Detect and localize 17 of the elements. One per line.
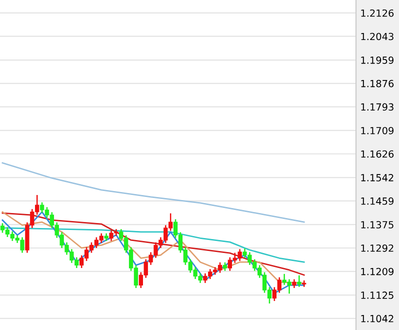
y-tick-label: 1.1876 xyxy=(361,80,394,88)
y-tick-label: 1.1626 xyxy=(361,150,394,158)
y-tick-label: 1.2126 xyxy=(361,9,394,17)
y-tick-label: 1.1959 xyxy=(361,56,394,64)
y-tick-label: 1.1209 xyxy=(361,268,394,276)
y-tick-label: 1.1292 xyxy=(361,244,394,252)
line-series xyxy=(2,227,305,263)
y-tick-label: 1.1709 xyxy=(361,126,394,134)
y-tick-label: 1.1793 xyxy=(361,103,394,111)
candlestick xyxy=(297,274,302,288)
y-tick-label: 1.1125 xyxy=(361,292,394,299)
line-series xyxy=(2,162,305,223)
y-tick-label: 1.2043 xyxy=(361,32,394,40)
y-tick-label: 1.1375 xyxy=(361,221,394,228)
y-tick-label: 1.1542 xyxy=(361,174,394,182)
y-tick-label: 1.1042 xyxy=(361,314,394,322)
y-tick-label: 1.1459 xyxy=(361,197,394,205)
